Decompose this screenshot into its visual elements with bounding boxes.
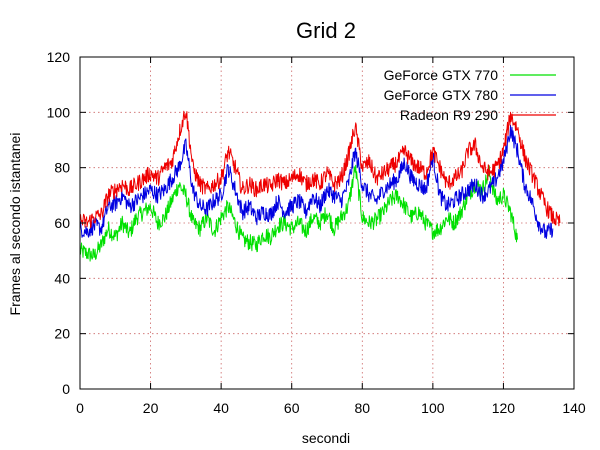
y-tick-label: 20 — [54, 326, 70, 342]
x-tick-label: 120 — [492, 400, 516, 416]
legend-label: GeForce GTX 780 — [384, 87, 499, 103]
x-tick-label: 140 — [562, 400, 586, 416]
chart-title: Grid 2 — [296, 18, 356, 43]
x-axis-label: secondi — [302, 430, 350, 446]
legend-label: Radeon R9 290 — [400, 107, 498, 123]
y-axis-label: Frames al secondo istantanei — [7, 133, 23, 316]
x-tick-label: 0 — [76, 400, 84, 416]
y-tick-label: 40 — [54, 270, 70, 286]
x-tick-label: 20 — [143, 400, 159, 416]
legend-label: GeForce GTX 770 — [384, 67, 499, 83]
x-tick-label: 60 — [284, 400, 300, 416]
grid-lines — [80, 57, 574, 389]
y-tick-label: 100 — [47, 104, 71, 120]
legend: GeForce GTX 770 GeForce GTX 780 Radeon R9 … — [384, 67, 556, 123]
y-tick-label: 0 — [62, 381, 70, 397]
x-tick-label: 100 — [421, 400, 445, 416]
tick-layer: 0 20 40 60 80 100 120 140 0 20 40 60 80 100 120 — [47, 49, 586, 416]
series-line-0 — [79, 164, 518, 262]
y-tick-label: 80 — [54, 160, 70, 176]
series-line-1 — [79, 124, 554, 239]
x-tick-label: 40 — [213, 400, 229, 416]
series-line-2 — [79, 110, 561, 229]
series-layer — [79, 110, 561, 262]
x-tick-label: 80 — [354, 400, 370, 416]
y-tick-label: 120 — [47, 49, 71, 65]
y-tick-label: 60 — [54, 215, 70, 231]
